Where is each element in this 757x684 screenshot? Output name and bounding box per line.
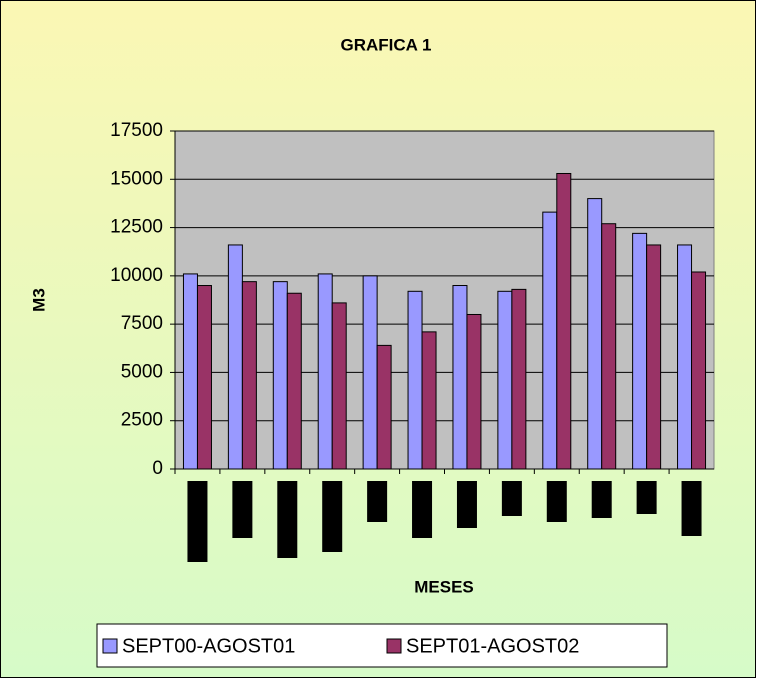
bar [511,288,527,470]
chart-title: GRAFICA 1 [341,35,432,54]
bar [317,273,333,470]
x-tick-label-block [546,481,567,522]
legend-label: SEPT01-AGOST02 [406,635,579,657]
bar [542,211,558,470]
x-tick-label-block [456,481,477,528]
y-tick-label: 0 [152,458,163,479]
legend [96,623,668,668]
plot-area [174,130,715,470]
bar [497,290,513,470]
bar [452,285,468,470]
legend-label: SEPT00-AGOST01 [122,635,295,657]
bar [632,232,648,470]
bar [587,198,603,470]
bar [677,244,693,470]
x-tick-label-block [322,481,343,552]
bar [466,313,482,470]
y-tick-label: 2500 [121,410,163,431]
x-tick-label-block [367,481,388,522]
x-tick-label-block [277,481,298,558]
bar [196,285,212,470]
y-tick-label: 17500 [110,120,163,141]
bar [272,281,288,470]
y-tick-label: 12500 [110,217,163,238]
bar [286,292,302,470]
bar [227,244,243,470]
x-tick-label-block [412,481,433,538]
bar [691,271,707,470]
bar [407,290,423,470]
legend-swatch [102,638,118,654]
bar [556,172,572,470]
bar [241,281,257,470]
y-tick-label: 10000 [110,265,163,286]
legend-swatch [386,638,402,654]
y-tick-label: 7500 [121,313,163,334]
x-axis-label: MESES [414,577,474,596]
bar [182,273,198,470]
x-tick-label-block [636,481,657,514]
bar [646,244,662,470]
bar [376,344,392,470]
x-tick-label-block [681,481,702,536]
bar [421,331,437,470]
bar [362,275,378,470]
y-tick-label: 5000 [121,361,163,382]
bar [601,223,617,470]
bar [331,302,347,470]
y-tick-label: 15000 [110,168,163,189]
x-tick-label-block [501,481,522,516]
x-tick-label-block [187,481,208,562]
y-axis-label: M3 [29,288,48,312]
x-tick-label-block [591,481,612,518]
x-tick-label-block [232,481,253,538]
